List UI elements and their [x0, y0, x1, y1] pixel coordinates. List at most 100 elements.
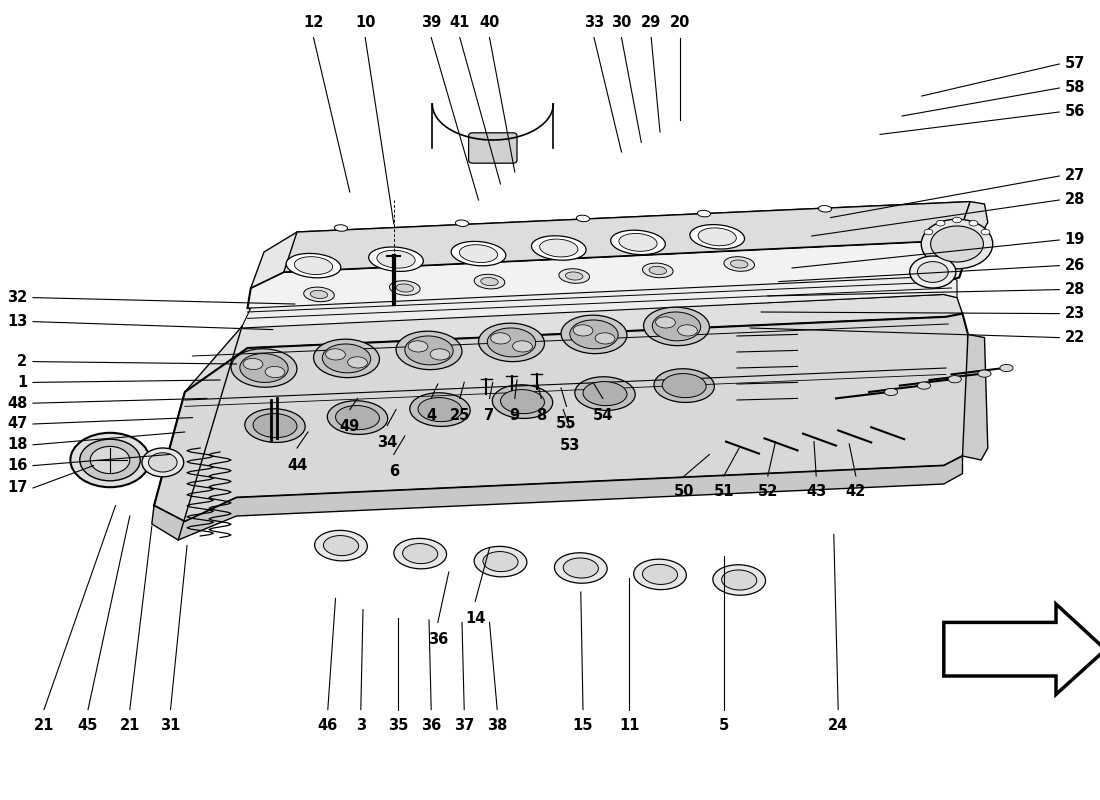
Text: 12: 12 [304, 14, 323, 30]
Text: 49: 49 [340, 419, 360, 434]
Text: 24: 24 [828, 718, 848, 733]
Ellipse shape [286, 254, 341, 278]
Ellipse shape [690, 225, 745, 249]
Ellipse shape [295, 257, 332, 274]
Text: 26: 26 [1065, 258, 1085, 273]
Text: 18: 18 [7, 438, 28, 452]
Ellipse shape [500, 390, 544, 414]
Text: 51: 51 [714, 484, 734, 499]
Ellipse shape [403, 543, 438, 564]
Text: 37: 37 [454, 718, 474, 733]
Ellipse shape [884, 388, 898, 396]
Ellipse shape [531, 236, 586, 260]
Ellipse shape [326, 349, 345, 360]
Text: 56: 56 [1065, 105, 1086, 119]
Text: 31: 31 [161, 718, 180, 733]
Polygon shape [185, 294, 962, 410]
Text: 6: 6 [388, 464, 399, 479]
Ellipse shape [90, 446, 130, 474]
Ellipse shape [644, 307, 710, 346]
Ellipse shape [455, 220, 469, 226]
Text: 50: 50 [674, 484, 694, 499]
Text: 29: 29 [641, 14, 661, 30]
Text: 9: 9 [509, 408, 520, 423]
Ellipse shape [948, 375, 961, 383]
Ellipse shape [583, 382, 627, 406]
Text: 10: 10 [355, 14, 375, 30]
Ellipse shape [936, 221, 945, 226]
Text: 22: 22 [1065, 330, 1085, 345]
Text: 8: 8 [536, 408, 547, 423]
Ellipse shape [405, 336, 453, 365]
Ellipse shape [148, 453, 177, 472]
Ellipse shape [368, 247, 424, 271]
Text: 3: 3 [355, 718, 366, 733]
Text: 17: 17 [7, 481, 28, 495]
Ellipse shape [410, 393, 470, 426]
Text: 52: 52 [758, 484, 778, 499]
Ellipse shape [79, 439, 141, 481]
Text: 2: 2 [18, 354, 28, 369]
Ellipse shape [554, 553, 607, 583]
Ellipse shape [315, 530, 367, 561]
Text: 54: 54 [593, 408, 613, 423]
Ellipse shape [487, 328, 536, 357]
Polygon shape [957, 202, 988, 258]
Text: 5: 5 [718, 718, 729, 733]
Text: 38: 38 [487, 718, 507, 733]
Ellipse shape [576, 215, 590, 222]
Text: 11: 11 [619, 718, 639, 733]
Ellipse shape [70, 433, 150, 487]
Ellipse shape [474, 274, 505, 289]
Text: 25: 25 [450, 408, 470, 423]
Text: 53: 53 [560, 438, 580, 453]
Polygon shape [154, 314, 968, 522]
Ellipse shape [491, 333, 510, 344]
Text: 13: 13 [7, 314, 28, 329]
Ellipse shape [642, 564, 678, 585]
Ellipse shape [634, 559, 686, 590]
Ellipse shape [314, 339, 380, 378]
Text: 30: 30 [612, 14, 631, 30]
Ellipse shape [642, 263, 673, 278]
Ellipse shape [328, 401, 387, 434]
Text: 40: 40 [480, 14, 499, 30]
Ellipse shape [713, 565, 766, 595]
Ellipse shape [697, 210, 711, 217]
Ellipse shape [493, 385, 552, 418]
Ellipse shape [334, 225, 348, 231]
Polygon shape [248, 240, 966, 314]
Ellipse shape [573, 325, 593, 336]
Text: 1: 1 [18, 375, 28, 390]
Text: 33: 33 [584, 14, 604, 30]
Text: 16: 16 [7, 458, 28, 473]
Text: 44: 44 [287, 458, 307, 473]
Ellipse shape [478, 323, 544, 362]
Ellipse shape [722, 570, 757, 590]
Text: 21: 21 [34, 718, 54, 733]
Ellipse shape [322, 344, 371, 373]
Text: 28: 28 [1065, 282, 1086, 297]
Polygon shape [152, 456, 962, 540]
Text: 7: 7 [484, 408, 495, 423]
Ellipse shape [253, 414, 297, 438]
Ellipse shape [336, 406, 380, 430]
Text: 48: 48 [7, 396, 28, 410]
Ellipse shape [656, 317, 675, 328]
Ellipse shape [323, 535, 359, 556]
Ellipse shape [981, 230, 990, 235]
Text: 20: 20 [670, 14, 690, 30]
Text: 34: 34 [377, 435, 397, 450]
Ellipse shape [310, 290, 328, 298]
Polygon shape [242, 276, 957, 328]
Ellipse shape [978, 370, 991, 378]
Ellipse shape [818, 206, 832, 212]
Ellipse shape [513, 341, 532, 352]
Ellipse shape [231, 349, 297, 387]
Text: 36: 36 [428, 632, 448, 647]
Ellipse shape [474, 546, 527, 577]
Ellipse shape [240, 354, 288, 382]
Text: 23: 23 [1065, 306, 1085, 321]
Ellipse shape [430, 349, 450, 360]
FancyBboxPatch shape [469, 133, 517, 163]
